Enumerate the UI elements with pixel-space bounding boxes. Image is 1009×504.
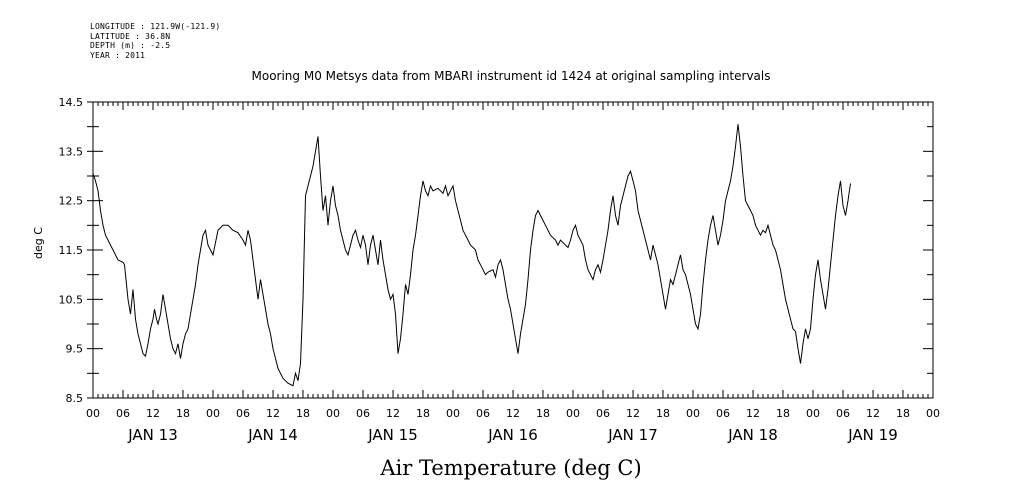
chart-title: Mooring M0 Metsys data from MBARI instru…	[252, 69, 771, 83]
x-hour-label: 00	[926, 407, 940, 420]
x-day-label: JAN 16	[487, 426, 538, 444]
y-axis-label: deg C	[32, 227, 45, 259]
x-hour-label: 06	[476, 407, 490, 420]
year-line: YEAR : 2011	[90, 50, 146, 60]
x-hour-label: 12	[506, 407, 520, 420]
longitude-line: LONGITUDE : 121.9W(-121.9)	[90, 22, 221, 31]
y-tick-label: 14.5	[59, 96, 84, 109]
x-day-label: JAN 15	[367, 426, 418, 444]
x-hour-label: 12	[626, 407, 640, 420]
y-tick-label: 12.5	[59, 195, 84, 208]
x-hour-label: 18	[296, 407, 310, 420]
x-day-label: JAN 14	[247, 426, 298, 444]
y-tick-label: 9.5	[66, 343, 84, 356]
x-day-label: JAN 18	[727, 426, 778, 444]
x-hour-label: 06	[716, 407, 730, 420]
x-hour-label: 12	[386, 407, 400, 420]
x-hour-label: 18	[176, 407, 190, 420]
x-hour-label: 00	[86, 407, 100, 420]
y-tick-label: 11.5	[59, 244, 84, 257]
x-axis-label: Air Temperature (deg C)	[379, 456, 641, 480]
latitude-line: LATITUDE : 36.8N	[90, 31, 171, 41]
x-hour-label: 00	[446, 407, 460, 420]
y-tick-label: 8.5	[66, 392, 84, 405]
x-hour-label: 18	[896, 407, 910, 420]
x-hour-label: 00	[686, 407, 700, 420]
x-hour-label: 12	[146, 407, 160, 420]
x-hour-label: 18	[416, 407, 430, 420]
x-hour-label: 12	[746, 407, 760, 420]
x-hour-label: 18	[776, 407, 790, 420]
x-hour-label: 12	[266, 407, 280, 420]
location-metadata: LONGITUDE : 121.9W(-121.9) LATITUDE : 36…	[90, 22, 220, 60]
x-hour-label: 06	[596, 407, 610, 420]
x-hour-label: 12	[866, 407, 880, 420]
x-hour-label: 06	[236, 407, 250, 420]
x-day-label: JAN 13	[127, 426, 178, 444]
x-day-label: JAN 19	[847, 426, 898, 444]
x-hour-label: 06	[836, 407, 850, 420]
y-tick-label: 13.5	[59, 145, 84, 158]
x-hour-label: 00	[806, 407, 820, 420]
x-hour-label: 06	[116, 407, 130, 420]
x-day-label: JAN 17	[607, 426, 658, 444]
plot-frame	[92, 101, 934, 399]
depth-line: DEPTH (m) : -2.5	[90, 41, 171, 50]
series-layer	[92, 124, 851, 387]
x-hour-label: 06	[356, 407, 370, 420]
y-tick-label: 10.5	[59, 293, 84, 306]
x-hour-label: 18	[656, 407, 670, 420]
air-temperature-series-line	[92, 124, 851, 387]
x-hour-label: 00	[566, 407, 580, 420]
x-hour-label: 00	[326, 407, 340, 420]
x-hour-label: 00	[206, 407, 220, 420]
x-hour-label: 18	[536, 407, 550, 420]
plot-axes: 8.5 9.5 10.5 11.5 12.5 13.5 14.5 00 06 12 18 00 06 12…	[59, 96, 941, 444]
